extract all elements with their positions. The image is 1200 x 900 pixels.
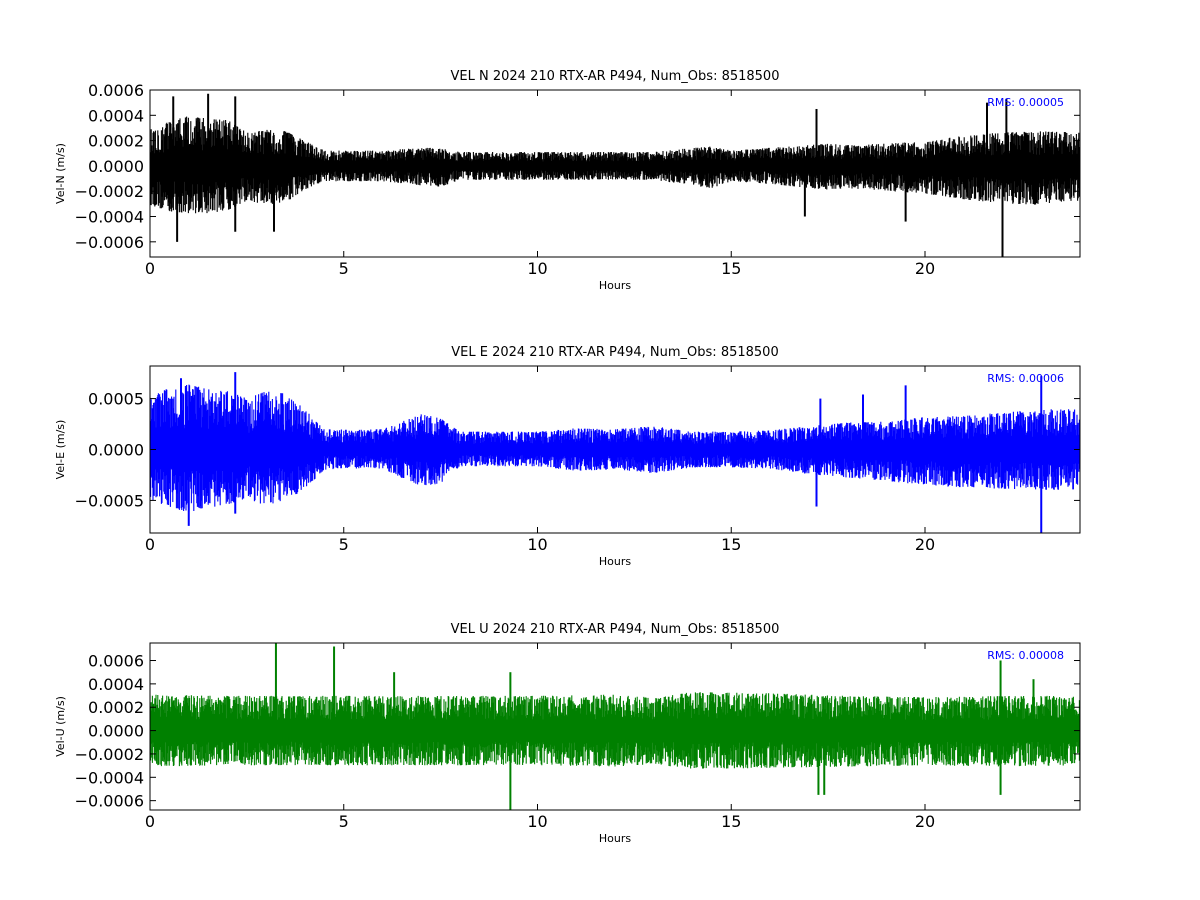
y-tick-label: −0.0006 [75,233,144,252]
y-tick-label: 0.0006 [88,652,144,671]
x-tick-label: 5 [339,535,349,554]
data-series-noise [150,692,1080,769]
chart-panel-2: 0 5 10 15 20 −0.0005 0.0000 0.0005 VEL E 2024 21… [54,345,1081,568]
data-series-noise [150,384,1080,512]
x-tick-label: 15 [721,812,741,831]
y-tick-label: 0.0006 [88,81,144,100]
x-axis-label: Hours [599,279,631,292]
rms-annotation: RMS: 0.00005 [987,96,1064,109]
y-tick-label: −0.0005 [75,491,144,510]
x-tick-label: 15 [721,535,741,554]
rms-annotation: RMS: 0.00008 [987,649,1064,662]
y-tick-label: −0.0004 [75,768,144,787]
y-tick-label: −0.0002 [75,182,144,201]
axes-frame [149,89,1081,258]
x-tick-label: 0 [145,535,155,554]
data-series-noise [150,116,1080,214]
x-tick-label: 5 [339,812,349,831]
x-tick-label: 10 [527,535,547,554]
y-axis-label: Vel-U (m/s) [54,696,67,757]
x-tick-label: 10 [527,812,547,831]
rms-annotation: RMS: 0.00006 [987,372,1064,385]
y-tick-label: 0.0000 [88,441,144,460]
y-tick-label: 0.0004 [88,675,144,694]
x-tick-label: 20 [915,535,935,554]
chart-title: VEL E 2024 210 RTX-AR P494, Num_Obs: 851… [451,345,778,360]
y-tick-label: −0.0006 [75,792,144,811]
y-tick-label: 0.0002 [88,698,144,717]
y-tick-label: −0.0004 [75,208,144,227]
x-axis-label: Hours [599,555,631,568]
x-tick-label: 20 [915,812,935,831]
x-tick-label: 0 [145,259,155,278]
x-tick-label: 20 [915,259,935,278]
x-axis-label: Hours [599,832,631,845]
y-tick-label: 0.0005 [88,390,144,409]
y-tick-label: 0.0000 [88,722,144,741]
y-tick-label: 0.0000 [88,157,144,176]
chart-title: VEL U 2024 210 RTX-AR P494, Num_Obs: 851… [451,622,780,637]
x-tick-label: 0 [145,812,155,831]
x-tick-label: 5 [339,259,349,278]
chart-panel-3: 0 5 10 15 20 −0.0006 −0.0004 −0.0002 0.0000 0.000… [54,622,1081,845]
axes-frame [149,642,1081,811]
y-axis-label: Vel-E (m/s) [54,420,67,480]
y-axis-label: Vel-N (m/s) [54,143,67,204]
y-tick-label: 0.0004 [88,106,144,125]
chart-panel-1: 0 5 10 15 20 −0.0006 −0.0004 −0.0002 0.0000 0.000… [54,69,1081,292]
chart-title: VEL N 2024 210 RTX-AR P494, Num_Obs: 851… [451,69,780,84]
y-tick-label: 0.0002 [88,132,144,151]
y-tick-label: −0.0002 [75,745,144,764]
x-tick-label: 15 [721,259,741,278]
x-tick-label: 10 [527,259,547,278]
